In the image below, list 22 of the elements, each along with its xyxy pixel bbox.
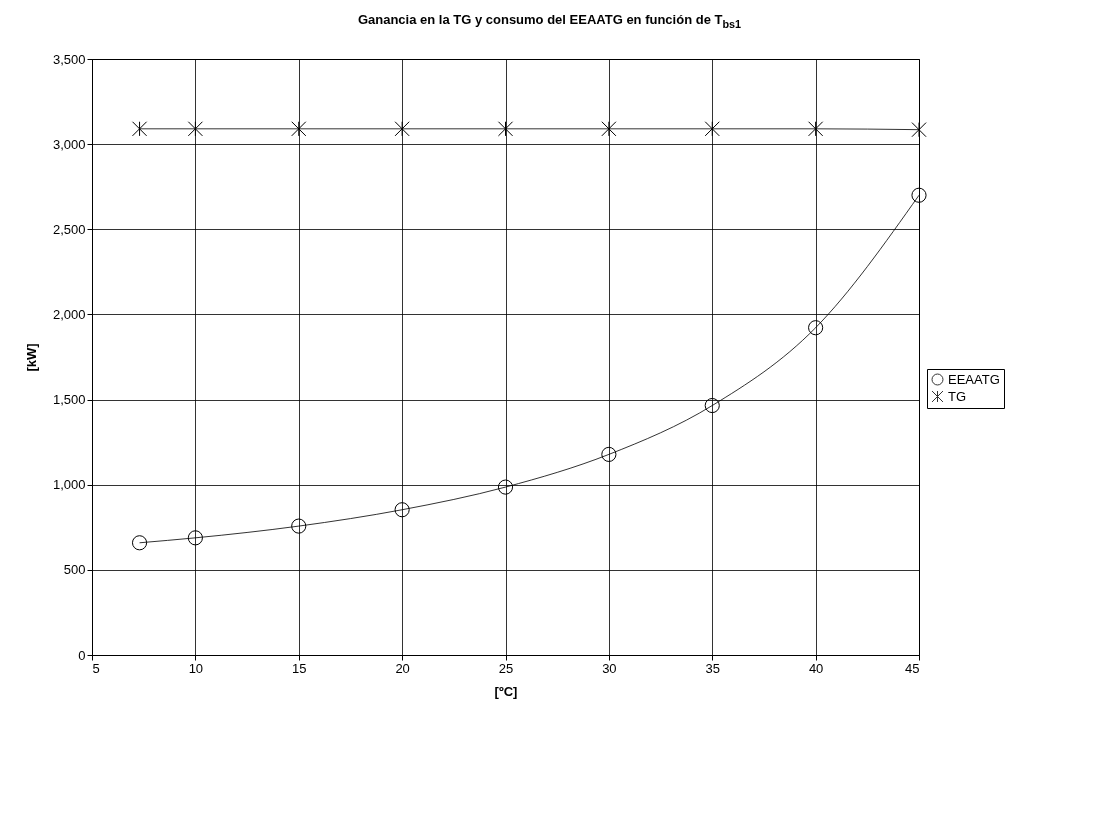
x-tick-label: 25 — [498, 660, 514, 676]
y-axis-title: [kW] — [23, 343, 39, 372]
y-tick-label: 0 — [78, 647, 86, 663]
y-tick-label: 2,000 — [52, 306, 86, 322]
y-tick-label: 3,000 — [52, 136, 86, 152]
x-tick-label: 45 — [905, 660, 920, 676]
y-tick-label: 2,500 — [52, 221, 86, 237]
x-axis-title: [ºC] — [494, 683, 518, 699]
y-tick-label: 1,500 — [52, 392, 86, 408]
legend-label: EEAATG — [948, 371, 1000, 387]
x-tick-label: 30 — [602, 660, 617, 676]
y-tick-label: 1,000 — [52, 477, 86, 493]
x-tick-label: 40 — [808, 660, 824, 676]
x-tick-label: 10 — [188, 660, 204, 676]
y-tick-label: 3,500 — [52, 51, 86, 67]
legend-label: TG — [948, 388, 967, 404]
x-tick-label: 15 — [292, 660, 307, 676]
chart-title: Ganancia en la TG y consumo del EEAATG en función de T$_{bs1}$ — [356, 12, 743, 30]
x-tick-label: 20 — [395, 660, 410, 676]
x-tick-label: 5 — [92, 660, 100, 676]
x-tick-label: 35 — [705, 660, 720, 676]
y-tick-label: 500 — [63, 562, 86, 578]
